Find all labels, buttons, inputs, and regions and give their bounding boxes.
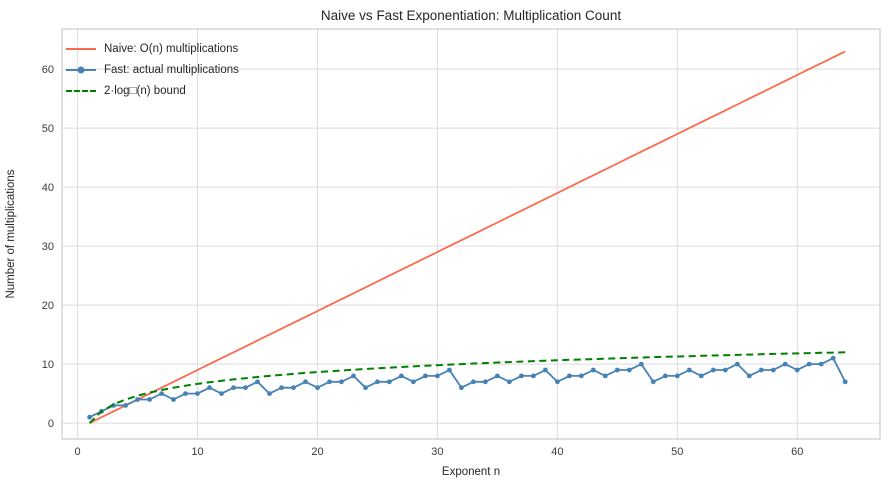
x-axis-label: Exponent n [441, 466, 501, 478]
fast-data-point [231, 385, 236, 391]
legend-item-naive: Naive: O(n) multiplications [66, 38, 239, 59]
fast-data-point [387, 379, 392, 385]
y-tick-label: 50 [42, 123, 54, 135]
fast-data-point [315, 385, 320, 391]
fast-data-point [722, 367, 728, 373]
fast-data-point [578, 373, 584, 379]
fast-data-point [614, 367, 620, 373]
fast-data-point [531, 373, 536, 379]
fast-data-point [219, 391, 224, 396]
fast-data-point [279, 385, 284, 391]
fast-data-point [459, 385, 464, 391]
fast-data-point [327, 379, 332, 385]
fast-data-point [291, 385, 296, 391]
x-tick-label: 20 [311, 446, 323, 458]
fast-data-point [87, 414, 92, 420]
fast-data-point [207, 385, 212, 391]
legend-label-naive: Naive: O(n) multiplications [104, 42, 239, 55]
legend-label-bound: 2·log□(n) bound [104, 84, 186, 97]
fast-data-point [543, 367, 548, 373]
y-tick-label: 30 [42, 241, 54, 253]
y-tick-label: 60 [42, 64, 54, 76]
fast-data-point [662, 373, 668, 379]
fast-data-point [842, 379, 848, 385]
fast-data-point [555, 379, 560, 385]
x-tick-label: 0 [75, 446, 81, 458]
fast-data-point [339, 379, 344, 385]
fast-data-point [567, 373, 572, 379]
plot-border [61, 28, 881, 440]
fast-data-point [147, 397, 153, 402]
fast-data-point [399, 373, 404, 379]
fast-data-point [435, 373, 440, 379]
fast-data-point [495, 373, 500, 379]
x-tick-label: 30 [431, 446, 443, 458]
fast-data-point [375, 379, 380, 385]
y-tick-label: 0 [48, 418, 54, 430]
x-tick-label: 10 [191, 446, 203, 458]
fast-data-point [351, 373, 356, 379]
fast-data-point [507, 379, 512, 385]
fast-data-point [674, 373, 680, 379]
fast-data-point [519, 373, 524, 379]
fast-data-point [255, 379, 260, 385]
fast-data-point [770, 367, 776, 373]
fast-data-point [638, 361, 644, 367]
legend-item-fast: Fast: actual multiplications [66, 59, 239, 80]
fast-data-point [626, 367, 632, 373]
y-tick-label: 40 [42, 182, 54, 194]
bound-line-swatch-icon [66, 89, 96, 92]
fast-data-point [590, 367, 596, 373]
fast-data-point [135, 397, 141, 402]
fast-data-point [602, 373, 608, 379]
fast-data-point [794, 367, 800, 373]
fast-data-point [806, 361, 812, 367]
fast-data-point [423, 373, 428, 379]
naive-line [89, 50, 846, 424]
fast-data-point [818, 361, 824, 367]
fast-data-point [243, 385, 248, 391]
x-tick-label: 60 [791, 446, 803, 458]
bound-line [88, 351, 846, 424]
x-tick-label: 40 [551, 446, 563, 458]
y-tick-label: 10 [42, 359, 54, 371]
x-tick-label: 50 [671, 446, 683, 458]
legend: Naive: O(n) multiplications Fast: actual… [66, 38, 239, 101]
fast-data-point [363, 385, 368, 391]
fast-data-point [411, 379, 416, 385]
y-tick-label: 20 [42, 300, 54, 312]
fast-data-point [123, 403, 128, 408]
fast-line [89, 357, 847, 419]
fast-data-point [483, 379, 488, 385]
fast-data-point [686, 367, 692, 373]
fast-data-point [303, 379, 308, 385]
naive-line-swatch-icon [66, 47, 96, 50]
fast-line-swatch-icon [66, 66, 96, 73]
fast-data-point [734, 361, 740, 367]
legend-label-fast: Fast: actual multiplications [104, 63, 239, 76]
fast-data-point [183, 391, 188, 396]
fast-data-point [171, 397, 176, 402]
legend-item-bound: 2·log□(n) bound [66, 80, 239, 101]
fast-data-point [758, 367, 764, 373]
chart-title: Naive vs Fast Exponentiation: Multiplica… [320, 8, 622, 23]
fast-data-point [710, 367, 716, 373]
fast-data-point [159, 391, 165, 396]
fast-data-point [830, 355, 836, 361]
fast-data-point [195, 391, 200, 396]
fast-data-point [746, 373, 752, 379]
fast-data-point [447, 367, 452, 373]
fast-data-point [698, 373, 704, 379]
fast-data-point [782, 361, 788, 367]
fast-data-point [267, 391, 272, 396]
fast-data-point [471, 379, 476, 385]
fast-data-point [650, 379, 656, 385]
